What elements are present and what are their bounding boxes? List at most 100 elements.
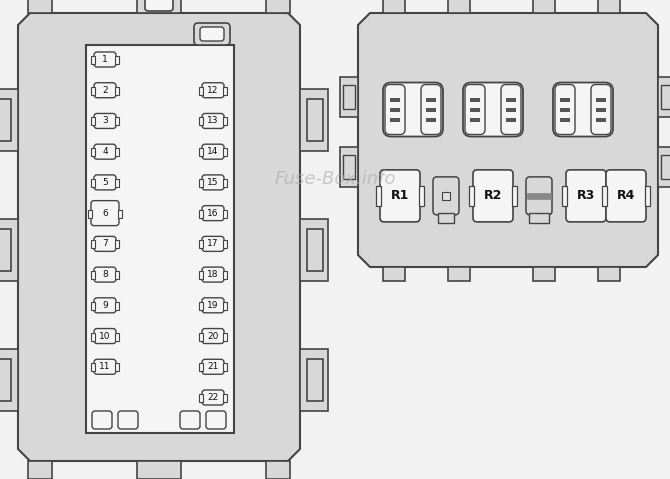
FancyBboxPatch shape xyxy=(91,201,119,226)
Bar xyxy=(199,240,203,249)
Bar xyxy=(118,210,122,217)
Bar xyxy=(390,98,400,102)
Bar xyxy=(199,394,203,402)
Bar xyxy=(596,107,606,112)
FancyBboxPatch shape xyxy=(202,205,224,221)
Bar xyxy=(565,84,601,135)
Bar xyxy=(300,349,328,411)
Bar xyxy=(223,240,227,249)
Bar xyxy=(91,148,95,156)
Text: 21: 21 xyxy=(207,362,218,371)
Bar xyxy=(199,210,203,217)
Bar xyxy=(343,85,355,109)
Bar xyxy=(266,0,290,13)
Bar xyxy=(28,0,52,13)
Bar xyxy=(28,461,52,479)
Bar xyxy=(0,89,18,151)
Bar xyxy=(645,186,650,206)
FancyBboxPatch shape xyxy=(94,329,116,343)
Bar xyxy=(199,117,203,125)
Bar xyxy=(115,179,119,187)
Text: 1: 1 xyxy=(102,55,108,64)
Bar xyxy=(115,117,119,125)
Bar xyxy=(506,107,516,112)
Bar xyxy=(199,148,203,156)
Bar xyxy=(598,267,620,281)
Bar xyxy=(115,332,119,341)
Bar xyxy=(199,179,203,187)
FancyBboxPatch shape xyxy=(202,298,224,313)
Bar xyxy=(115,87,119,95)
Text: 17: 17 xyxy=(207,240,218,249)
Bar xyxy=(395,84,431,135)
Text: 13: 13 xyxy=(207,116,218,125)
Bar xyxy=(661,85,670,109)
Bar xyxy=(343,155,355,179)
Bar xyxy=(560,107,570,112)
FancyBboxPatch shape xyxy=(94,52,116,67)
Text: R3: R3 xyxy=(577,189,595,203)
Bar xyxy=(419,186,424,206)
Text: 18: 18 xyxy=(207,270,218,279)
FancyBboxPatch shape xyxy=(92,411,112,429)
Bar xyxy=(470,117,480,122)
FancyBboxPatch shape xyxy=(526,177,552,215)
Bar xyxy=(661,155,670,179)
Bar xyxy=(91,271,95,279)
Bar xyxy=(307,229,323,271)
FancyBboxPatch shape xyxy=(202,114,224,128)
Bar xyxy=(307,99,323,141)
Text: 5: 5 xyxy=(102,178,108,187)
Text: 16: 16 xyxy=(207,209,218,217)
Bar xyxy=(199,87,203,95)
FancyBboxPatch shape xyxy=(94,175,116,190)
FancyBboxPatch shape xyxy=(591,84,611,135)
Bar xyxy=(390,107,400,112)
Bar xyxy=(426,117,436,122)
FancyBboxPatch shape xyxy=(202,83,224,98)
Bar xyxy=(390,117,400,122)
Text: 4: 4 xyxy=(103,147,108,156)
FancyBboxPatch shape xyxy=(94,83,116,98)
Bar xyxy=(137,461,181,479)
FancyBboxPatch shape xyxy=(202,390,224,405)
Bar xyxy=(300,219,328,281)
Bar xyxy=(199,271,203,279)
Text: 22: 22 xyxy=(208,393,218,402)
Bar xyxy=(223,271,227,279)
Text: R4: R4 xyxy=(617,189,635,203)
Bar xyxy=(533,0,555,13)
Bar xyxy=(91,179,95,187)
Bar xyxy=(506,117,516,122)
Bar xyxy=(469,186,474,206)
Bar xyxy=(596,98,606,102)
FancyBboxPatch shape xyxy=(118,411,138,429)
Bar xyxy=(91,117,95,125)
Bar xyxy=(426,107,436,112)
Bar xyxy=(199,302,203,310)
Text: 15: 15 xyxy=(207,178,218,187)
FancyBboxPatch shape xyxy=(200,27,224,41)
Text: 14: 14 xyxy=(207,147,218,156)
Polygon shape xyxy=(18,13,300,461)
Bar xyxy=(475,84,511,135)
Bar xyxy=(91,56,95,64)
Bar xyxy=(0,229,11,271)
Bar xyxy=(199,332,203,341)
Text: 11: 11 xyxy=(99,362,111,371)
FancyBboxPatch shape xyxy=(433,177,459,215)
FancyBboxPatch shape xyxy=(555,84,575,135)
FancyBboxPatch shape xyxy=(202,359,224,374)
Text: 9: 9 xyxy=(102,301,108,310)
Bar xyxy=(560,98,570,102)
FancyBboxPatch shape xyxy=(202,236,224,251)
Bar xyxy=(340,77,358,117)
Text: Fuse-Box.info: Fuse-Box.info xyxy=(274,170,396,188)
FancyBboxPatch shape xyxy=(202,329,224,343)
FancyBboxPatch shape xyxy=(94,359,116,374)
FancyBboxPatch shape xyxy=(94,144,116,159)
Text: 6: 6 xyxy=(102,209,108,217)
Bar xyxy=(470,98,480,102)
FancyBboxPatch shape xyxy=(202,144,224,159)
Bar xyxy=(137,0,181,13)
